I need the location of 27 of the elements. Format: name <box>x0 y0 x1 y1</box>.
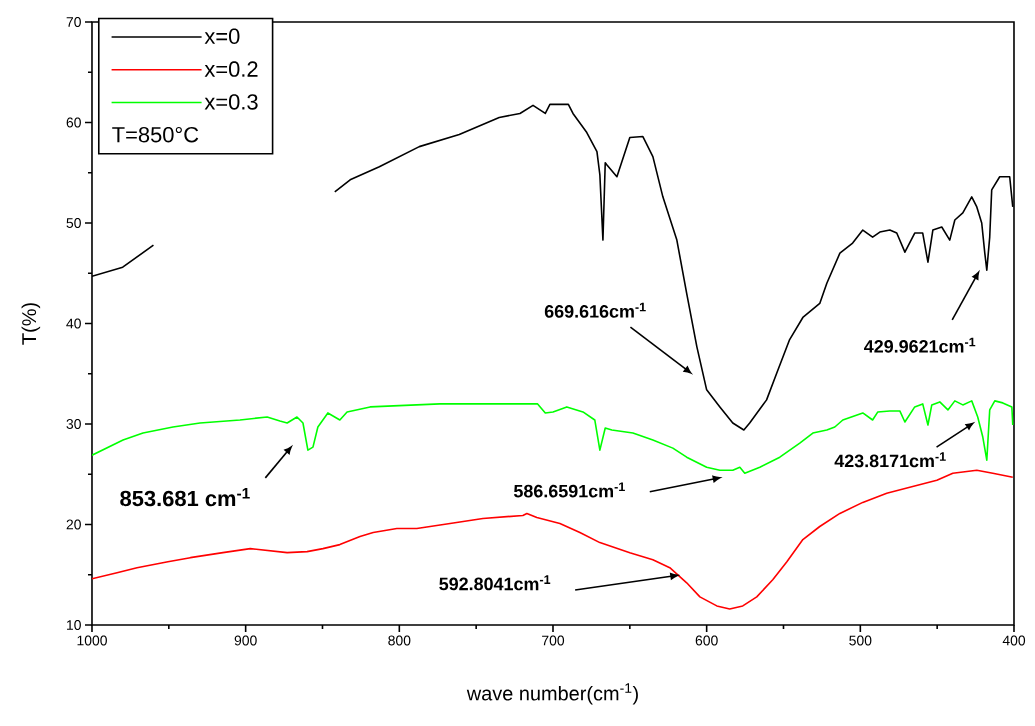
y-axis-title: T(%) <box>21 303 41 345</box>
annotation: 669.616cm$^{-1}$ <box>544 302 646 318</box>
legend-label: x=0.3 <box>204 94 258 110</box>
y-tick-label: 70 <box>66 17 81 27</box>
legend-label: x=0 <box>204 28 240 45</box>
y-tick-label: 30 <box>66 419 81 429</box>
annotation: 586.6591cm$^{-1}$ <box>513 482 625 498</box>
x-tick-label: 400 <box>1002 635 1026 646</box>
annotation: 423.8171cm$^{-1}$ <box>834 452 946 468</box>
x-tick-label: 700 <box>542 635 565 646</box>
y-tick-label: 50 <box>66 218 81 228</box>
legend-title: T=850°C <box>112 126 199 143</box>
legend-label: x=0.2 <box>204 61 258 77</box>
annotation: 853.681 cm$^{-1}$ <box>120 488 250 507</box>
y-tick-label: 60 <box>66 117 81 128</box>
annotation: 592.8041cm$^{-1}$ <box>439 575 551 591</box>
line-series <box>91 469 1014 610</box>
x-axis-title: wave number(cm$^{-1}$) <box>466 683 638 705</box>
x-tick-label: 1000 <box>77 635 107 646</box>
annotation: 429.9621cm$^{-1}$ <box>864 337 976 353</box>
x-tick-label: 600 <box>695 635 718 646</box>
x-tick-label: 500 <box>849 635 872 646</box>
y-tick-label: 40 <box>66 318 81 329</box>
y-tick-label: 20 <box>66 519 81 530</box>
x-tick-label: 900 <box>234 635 257 646</box>
x-tick-label: 800 <box>388 635 411 646</box>
y-tick-label: 10 <box>67 620 81 630</box>
